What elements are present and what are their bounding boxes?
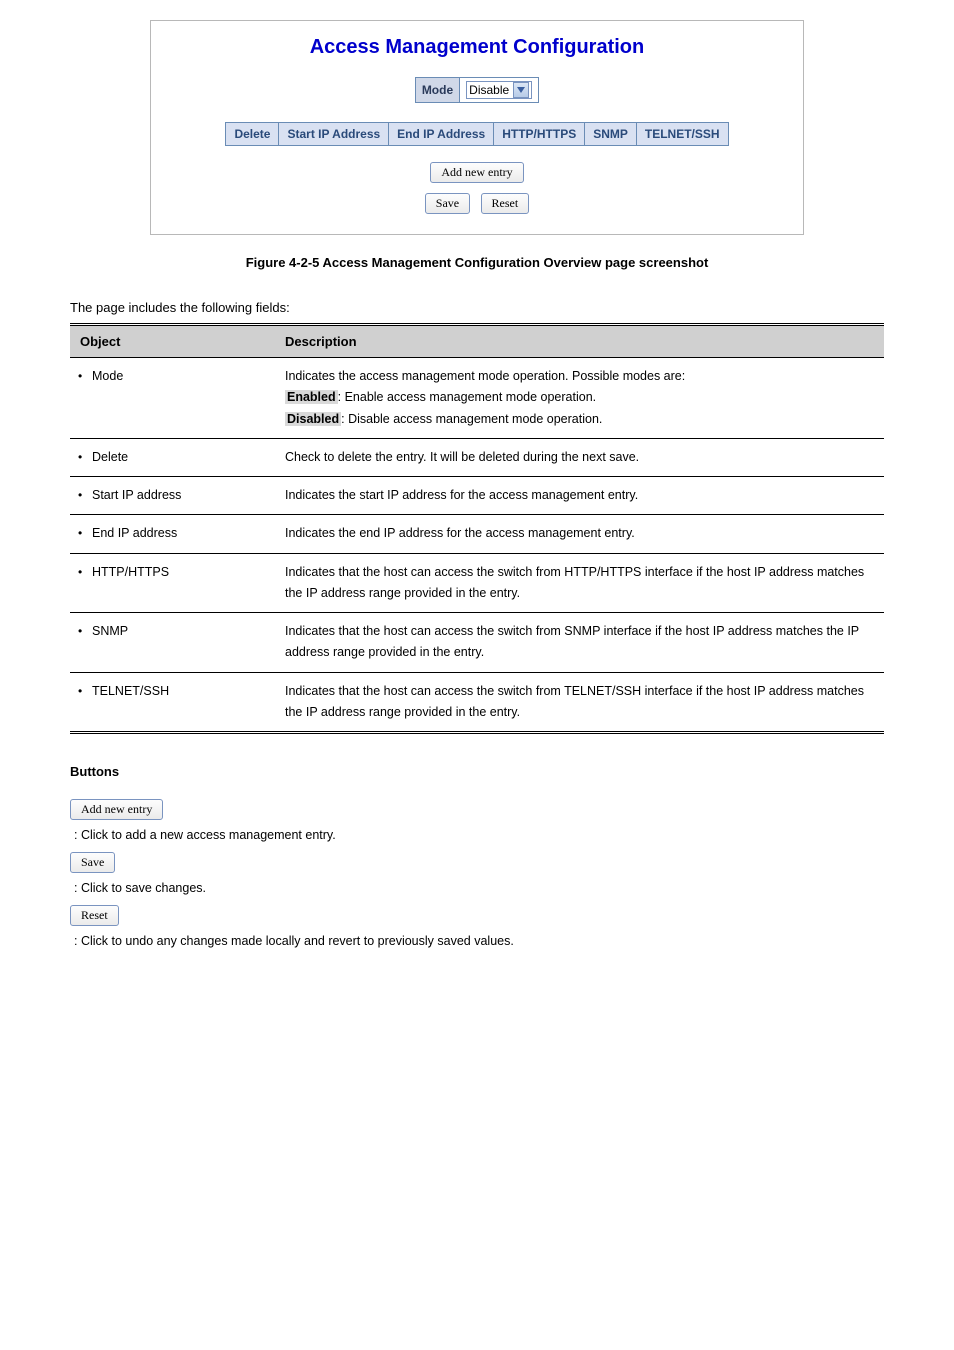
obj-start-ip: Start IP address [70,477,275,515]
reset-button-doc[interactable]: Reset [70,905,119,926]
add-new-entry-desc: : Click to add a new access management e… [74,828,884,842]
table-row: SNMP Indicates that the host can access … [70,613,884,673]
col-start-ip: Start IP Address [279,123,389,146]
chevron-down-icon [513,82,529,98]
col-end-ip: End IP Address [389,123,494,146]
table-row: Mode Indicates the access management mod… [70,358,884,439]
mode-dropdown[interactable]: Disable [466,81,532,99]
desc-http-https: Indicates that the host can access the s… [275,553,884,613]
obj-telnet-ssh: TELNET/SSH [70,672,275,733]
col-snmp: SNMP [585,123,637,146]
table-row: HTTP/HTTPS Indicates that the host can a… [70,553,884,613]
add-new-entry-button-doc[interactable]: Add new entry [70,799,163,820]
reset-button[interactable]: Reset [481,193,530,214]
panel-title: Access Management Configuration [161,36,793,59]
panel-button-row-2: Save Reset [161,193,793,214]
reset-desc: : Click to undo any changes made locally… [74,934,884,948]
mode-value-cell: Disable [460,78,539,103]
col-telnet-ssh: TELNET/SSH [636,123,728,146]
table-row: Delete Check to delete the entry. It wil… [70,438,884,476]
mode-label: Mode [415,78,459,103]
save-desc: : Click to save changes. [74,881,884,895]
desc-delete: Check to delete the entry. It will be de… [275,438,884,476]
mode-row: Mode Disable [161,77,793,104]
opt-disabled-val: Disable access management mode operation… [348,412,602,426]
desc-mode-pre: Indicates the access management mode ope… [285,369,685,383]
save-button-doc[interactable]: Save [70,852,115,873]
section-label: The page includes the following fields: [70,300,884,315]
obj-end-ip: End IP address [70,515,275,553]
obj-http-https: HTTP/HTTPS [70,553,275,613]
desc-start-ip: Indicates the start IP address for the a… [275,477,884,515]
config-panel: Access Management Configuration Mode Dis… [150,20,804,235]
obj-snmp: SNMP [70,613,275,673]
mode-table: Mode Disable [415,77,539,103]
panel-button-row-1: Add new entry [161,162,793,183]
buttons-heading: Buttons [70,764,884,779]
opt-enabled-key: Enabled [285,390,338,404]
figure-caption: Figure 4-2-5 Access Management Configura… [70,255,884,270]
table-row: Start IP address Indicates the start IP … [70,477,884,515]
table-row: TELNET/SSH Indicates that the host can a… [70,672,884,733]
opt-enabled-val: Enable access management mode operation. [345,390,597,404]
save-button[interactable]: Save [425,193,470,214]
desc-telnet-ssh: Indicates that the host can access the s… [275,672,884,733]
opt-disabled-key: Disabled [285,412,341,426]
desc-mode: Indicates the access management mode ope… [275,358,884,439]
desc-end-ip: Indicates the end IP address for the acc… [275,515,884,553]
th-object: Object [70,325,275,358]
col-delete: Delete [226,123,279,146]
obj-mode: Mode [70,358,275,439]
buttons-block: Add new entry : Click to add a new acces… [70,799,884,948]
col-http-https: HTTP/HTTPS [494,123,585,146]
add-new-entry-button[interactable]: Add new entry [430,162,523,183]
table-row: End IP address Indicates the end IP addr… [70,515,884,553]
column-headers: Delete Start IP Address End IP Address H… [225,122,728,146]
description-table: Object Description Mode Indicates the ac… [70,323,884,734]
obj-delete: Delete [70,438,275,476]
desc-snmp: Indicates that the host can access the s… [275,613,884,673]
th-description: Description [275,325,884,358]
mode-dropdown-value: Disable [469,83,509,97]
